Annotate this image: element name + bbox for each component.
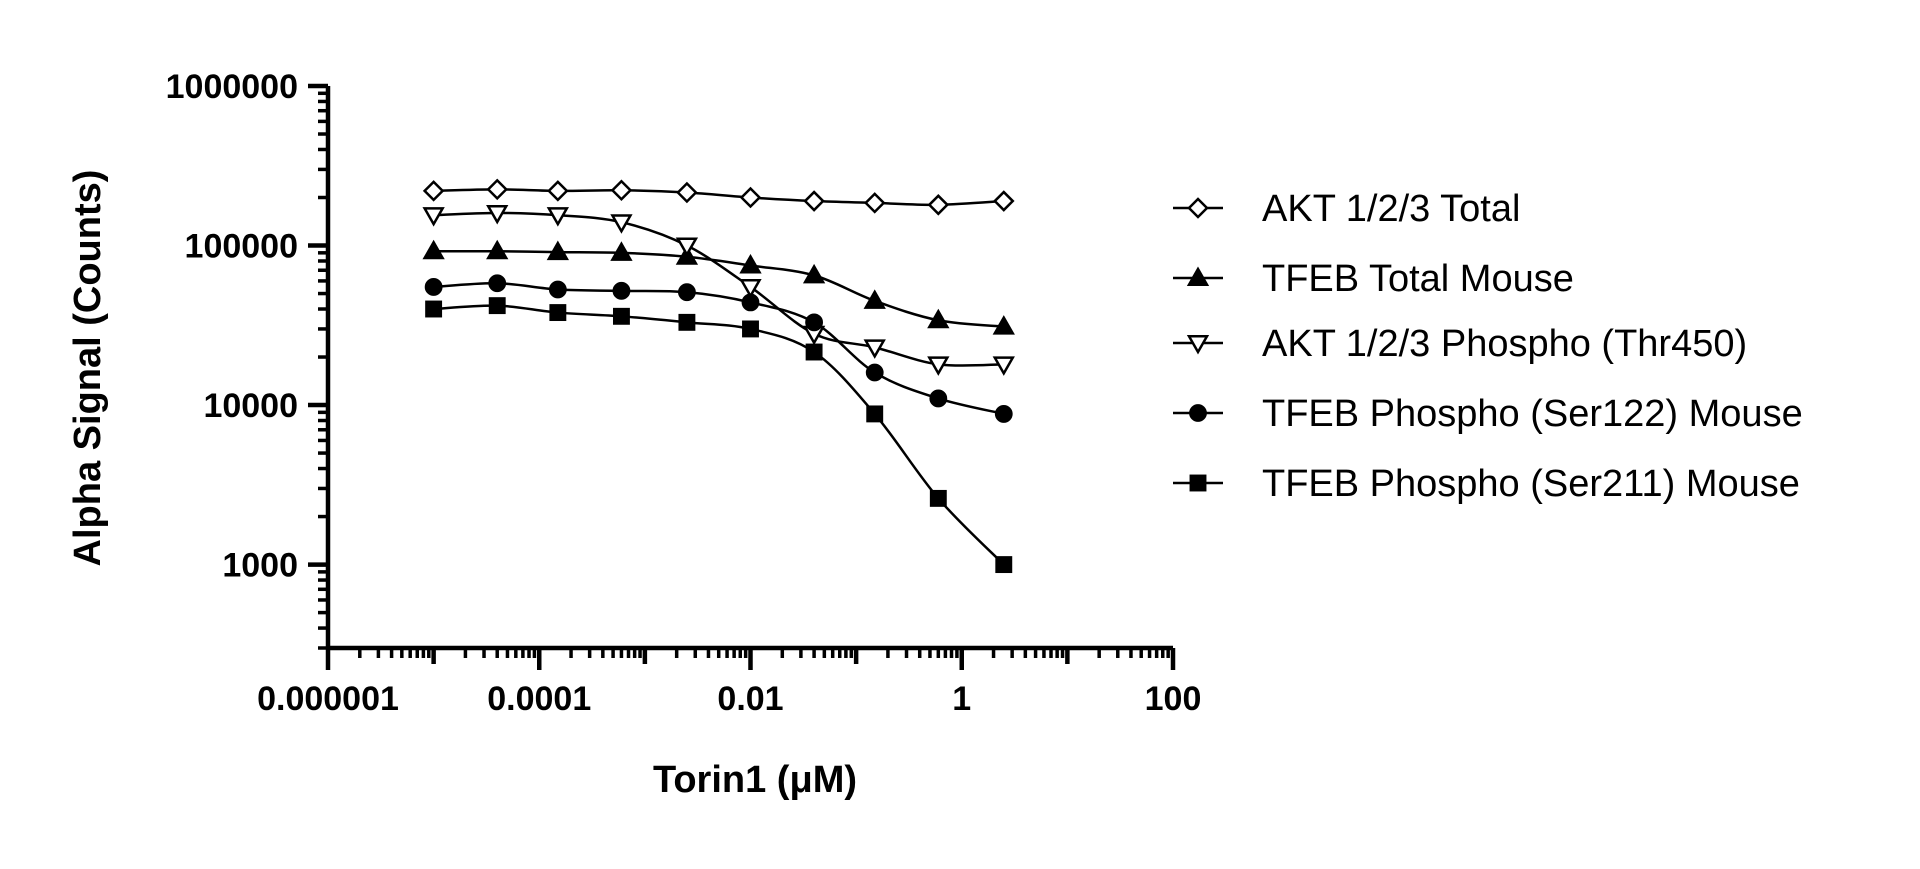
data-point [927, 356, 950, 376]
legend-label: TFEB Phospho (Ser211) Mouse [1262, 463, 1800, 505]
data-point [422, 180, 445, 202]
data-point [488, 297, 506, 315]
data-point [546, 240, 570, 261]
data-point [863, 192, 886, 214]
y-axis-title: Alpha Signal (Counts) [67, 170, 109, 567]
data-point [547, 180, 569, 202]
data-point [742, 320, 759, 338]
data-point [425, 300, 443, 318]
data-point [549, 304, 567, 322]
data-point [927, 308, 950, 329]
data-point [994, 405, 1013, 423]
series-curve [433, 211, 1004, 367]
data-point [993, 190, 1015, 212]
y-tick-label: 1000000 [166, 68, 298, 106]
data-point [548, 280, 567, 299]
legend-marker [1186, 266, 1210, 286]
data-point [486, 178, 508, 201]
legend-label: TFEB Total Mouse [1262, 258, 1574, 300]
data-point [863, 289, 886, 309]
legend-label: AKT 1/2/3 Total [1262, 188, 1520, 230]
data-point [739, 278, 762, 299]
data-point [741, 293, 760, 312]
legend-marker [1186, 335, 1210, 355]
y-tick-label: 10000 [203, 387, 298, 425]
data-point [995, 556, 1013, 574]
data-point [612, 281, 631, 300]
data-point [610, 241, 633, 261]
legend-label: TFEB Phospho (Ser122) Mouse [1262, 393, 1803, 435]
data-point [422, 207, 445, 227]
data-point [675, 237, 699, 258]
x-tick-label: 0.0001 [487, 680, 591, 718]
y-tick-label: 1000 [222, 547, 298, 585]
data-point [739, 253, 762, 274]
x-tick-label: 0.000001 [257, 680, 399, 718]
series-curve [433, 188, 1004, 207]
series-curve [433, 249, 1004, 328]
legend-marker [1189, 404, 1207, 422]
data-point [803, 190, 825, 212]
data-point [992, 356, 1015, 376]
data-point [929, 389, 948, 408]
legend: AKT 1/2/3 Total TFEB Total Mouse AKT 1/2/3… [1173, 188, 1803, 505]
data-point [927, 194, 950, 216]
series-curve [433, 282, 1005, 416]
data-point [863, 339, 886, 359]
data-point [610, 214, 633, 234]
data-point [802, 263, 826, 284]
data-point [422, 239, 445, 260]
data-point [866, 405, 884, 423]
data-point [424, 278, 443, 296]
data-point [612, 307, 630, 325]
y-tick-label: 100000 [185, 228, 298, 266]
axes: 1000 10000 100000 1000000 0.000001 0.0001 0.01… [166, 68, 1202, 718]
data-point [865, 363, 884, 382]
data-point [739, 186, 762, 209]
data-point [992, 315, 1015, 335]
data-point [610, 179, 633, 202]
data-point [488, 274, 507, 293]
data-point [486, 204, 509, 225]
x-tick-label: 0.01 [717, 680, 783, 718]
legend-marker [1187, 197, 1209, 219]
x-tick-label: 100 [1145, 680, 1202, 718]
data-point [486, 239, 509, 260]
fit-curves [433, 188, 1005, 566]
data-point [805, 313, 823, 332]
data-point [546, 207, 570, 227]
data-point [676, 181, 698, 204]
data-markers [422, 178, 1015, 574]
legend-marker [1189, 474, 1207, 492]
data-point [678, 313, 696, 331]
legend-label: AKT 1/2/3 Phospho (Thr450) [1262, 323, 1747, 365]
x-tick-label: 1 [952, 680, 971, 718]
series-curve [433, 304, 1005, 566]
x-axis-title: Torin1 (μM) [653, 759, 857, 801]
data-point [805, 343, 823, 361]
data-point [929, 489, 947, 507]
data-point [678, 283, 696, 302]
